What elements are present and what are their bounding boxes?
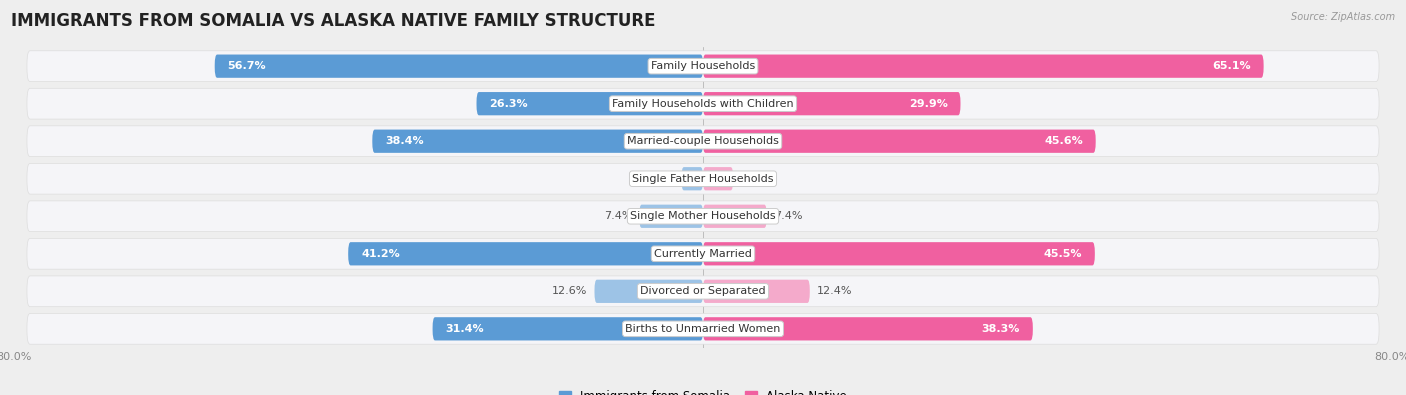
FancyBboxPatch shape bbox=[373, 130, 703, 153]
Text: Single Father Households: Single Father Households bbox=[633, 174, 773, 184]
Text: 12.6%: 12.6% bbox=[553, 286, 588, 296]
Text: 2.5%: 2.5% bbox=[647, 174, 675, 184]
Text: Divorced or Separated: Divorced or Separated bbox=[640, 286, 766, 296]
FancyBboxPatch shape bbox=[27, 239, 1379, 269]
Legend: Immigrants from Somalia, Alaska Native: Immigrants from Somalia, Alaska Native bbox=[554, 385, 852, 395]
FancyBboxPatch shape bbox=[433, 317, 703, 340]
Text: 65.1%: 65.1% bbox=[1212, 61, 1251, 71]
Text: 56.7%: 56.7% bbox=[228, 61, 266, 71]
FancyBboxPatch shape bbox=[595, 280, 703, 303]
Text: Family Households: Family Households bbox=[651, 61, 755, 71]
Text: Family Households with Children: Family Households with Children bbox=[612, 99, 794, 109]
Text: 45.5%: 45.5% bbox=[1043, 249, 1083, 259]
Text: IMMIGRANTS FROM SOMALIA VS ALASKA NATIVE FAMILY STRUCTURE: IMMIGRANTS FROM SOMALIA VS ALASKA NATIVE… bbox=[11, 12, 655, 30]
Text: Source: ZipAtlas.com: Source: ZipAtlas.com bbox=[1291, 12, 1395, 22]
FancyBboxPatch shape bbox=[27, 164, 1379, 194]
Text: 31.4%: 31.4% bbox=[446, 324, 484, 334]
FancyBboxPatch shape bbox=[703, 317, 1033, 340]
Text: 3.5%: 3.5% bbox=[740, 174, 768, 184]
Text: 38.4%: 38.4% bbox=[385, 136, 423, 146]
Text: 41.2%: 41.2% bbox=[361, 249, 399, 259]
FancyBboxPatch shape bbox=[703, 92, 960, 115]
FancyBboxPatch shape bbox=[640, 205, 703, 228]
Text: 7.4%: 7.4% bbox=[605, 211, 633, 221]
FancyBboxPatch shape bbox=[27, 276, 1379, 307]
FancyBboxPatch shape bbox=[27, 126, 1379, 156]
Text: 7.4%: 7.4% bbox=[773, 211, 801, 221]
Text: Married-couple Households: Married-couple Households bbox=[627, 136, 779, 146]
Text: 38.3%: 38.3% bbox=[981, 324, 1019, 334]
FancyBboxPatch shape bbox=[703, 242, 1095, 265]
FancyBboxPatch shape bbox=[349, 242, 703, 265]
FancyBboxPatch shape bbox=[27, 314, 1379, 344]
FancyBboxPatch shape bbox=[477, 92, 703, 115]
FancyBboxPatch shape bbox=[703, 167, 733, 190]
FancyBboxPatch shape bbox=[27, 201, 1379, 231]
Text: Currently Married: Currently Married bbox=[654, 249, 752, 259]
FancyBboxPatch shape bbox=[703, 205, 766, 228]
Text: 26.3%: 26.3% bbox=[489, 99, 529, 109]
FancyBboxPatch shape bbox=[27, 88, 1379, 119]
Text: Single Mother Households: Single Mother Households bbox=[630, 211, 776, 221]
FancyBboxPatch shape bbox=[703, 280, 810, 303]
FancyBboxPatch shape bbox=[215, 55, 703, 78]
FancyBboxPatch shape bbox=[703, 55, 1264, 78]
Text: 12.4%: 12.4% bbox=[817, 286, 852, 296]
FancyBboxPatch shape bbox=[27, 51, 1379, 81]
Text: 45.6%: 45.6% bbox=[1045, 136, 1083, 146]
FancyBboxPatch shape bbox=[682, 167, 703, 190]
Text: 29.9%: 29.9% bbox=[908, 99, 948, 109]
FancyBboxPatch shape bbox=[703, 130, 1095, 153]
Text: Births to Unmarried Women: Births to Unmarried Women bbox=[626, 324, 780, 334]
